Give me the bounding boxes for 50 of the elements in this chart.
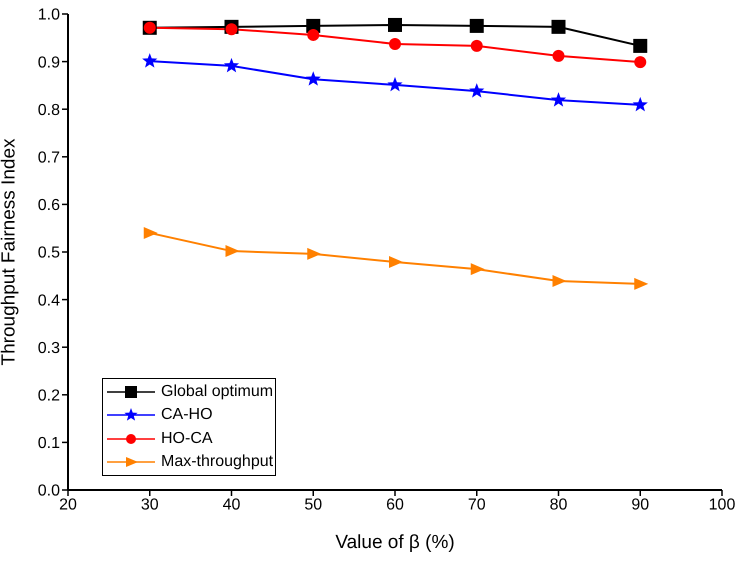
y-tick-label: 0.1 [38,435,60,452]
y-tick-label: 0.5 [38,244,60,262]
y-tick-label: 0.7 [38,149,60,166]
point [224,58,240,72]
point [226,23,238,36]
point [469,83,484,98]
legend-label: HO-CA [161,430,213,448]
point [307,28,320,41]
x-tick-label: 90 [631,496,650,514]
y-tick-label: 0.8 [38,102,60,119]
y-tick-label: 0.0 [38,482,60,500]
x-tick-label: 20 [59,496,77,514]
x-tick-label: 80 [550,496,568,514]
x-tick-label: 50 [304,496,322,514]
y-tick-label: 0.6 [38,197,60,214]
legend-label: Max-throughput [161,453,274,472]
point [389,38,401,50]
x-tick-label: 100 [708,496,736,514]
point [552,50,564,62]
point [144,226,158,239]
x-tick-label: 30 [140,496,159,514]
point [226,245,240,258]
y-tick-label: 1.0 [38,6,60,24]
point [552,275,566,288]
y-axis-title: Throughput Fairness Index [0,138,20,366]
point [633,38,648,53]
point [470,263,485,276]
point [306,71,321,86]
point [470,18,484,33]
legend-label: CA-HO [161,406,213,424]
point [634,56,646,68]
point [470,40,483,52]
point [632,96,648,112]
y-tick-label: 0.9 [38,54,60,72]
point [388,18,402,32]
point [552,20,566,34]
point [389,256,403,268]
point [387,76,403,92]
x-axis-title: Value of β (%) [335,532,455,553]
y-tick-label: 0.4 [38,292,60,310]
point [307,248,322,260]
x-tick-label: 60 [386,496,404,514]
legend-label: Global optimum [161,382,274,401]
point [142,53,158,68]
point [634,278,648,290]
point [550,92,566,107]
y-tick-label: 0.2 [38,387,60,404]
y-tick-label: 0.3 [38,340,60,357]
x-tick-label: 70 [468,496,486,514]
x-tick-label: 40 [222,496,240,514]
